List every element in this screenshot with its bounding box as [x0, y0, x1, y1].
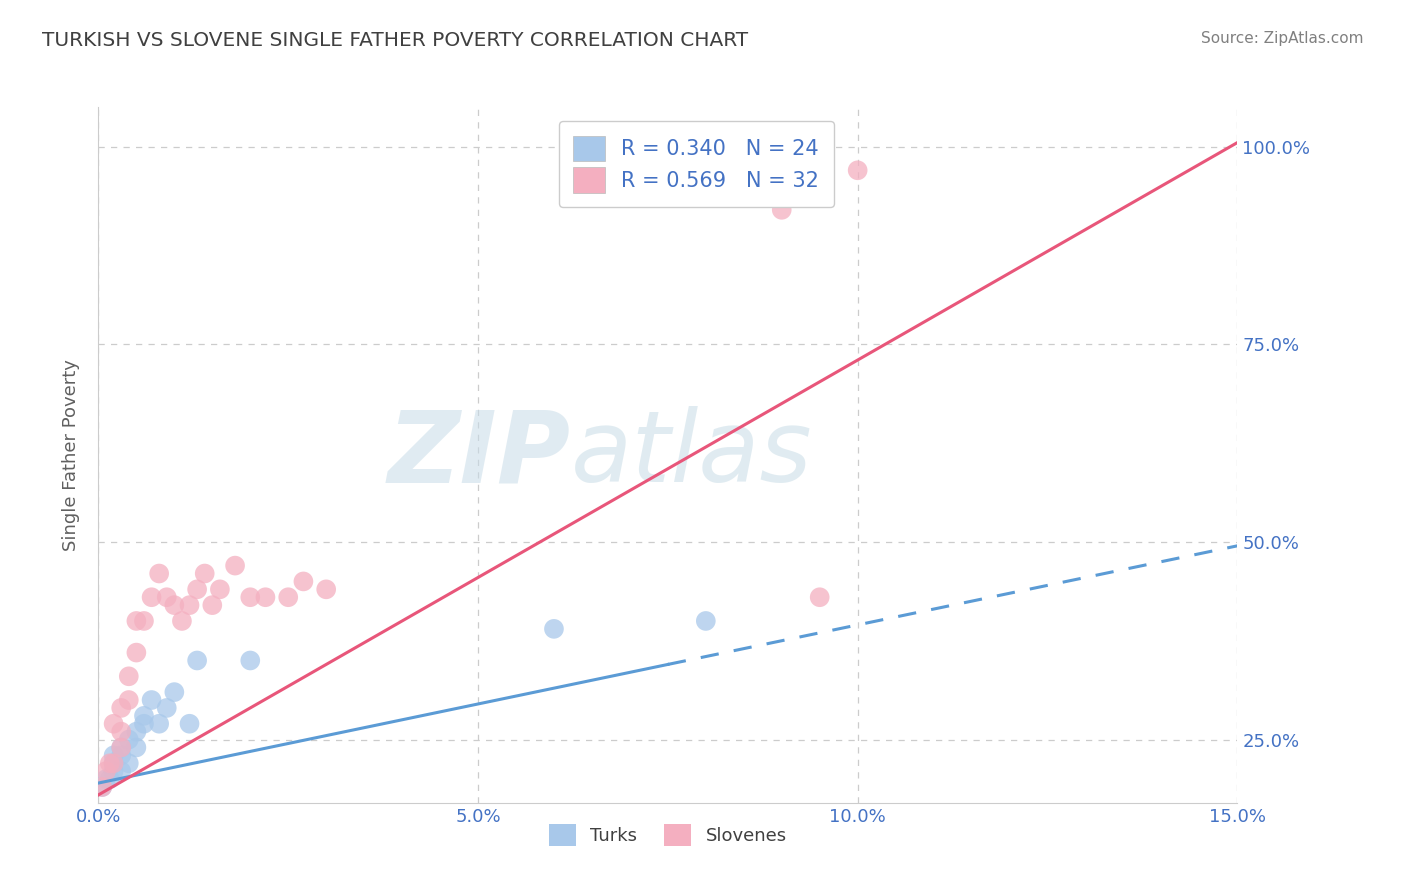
Point [186, 653, 208, 667]
Point [141, 693, 163, 707]
Point [695, 614, 717, 628]
Point [808, 591, 831, 605]
Point [118, 732, 141, 747]
Point [94, 772, 117, 786]
Point [239, 591, 262, 605]
Point [292, 574, 315, 589]
Point [239, 653, 262, 667]
Point [132, 708, 155, 723]
Point [103, 748, 125, 763]
Point [110, 724, 132, 739]
Point [163, 598, 186, 612]
Y-axis label: Single Father Poverty: Single Father Poverty [62, 359, 80, 551]
Point [110, 701, 132, 715]
Point [163, 685, 186, 699]
Point [156, 701, 179, 715]
Point [277, 591, 299, 605]
Point [125, 614, 148, 628]
Text: TURKISH VS SLOVENE SINGLE FATHER POVERTY CORRELATION CHART: TURKISH VS SLOVENE SINGLE FATHER POVERTY… [42, 31, 748, 50]
Point [110, 740, 132, 755]
Point [148, 566, 170, 581]
Point [91, 780, 114, 794]
Point [156, 591, 179, 605]
Text: ZIP: ZIP [388, 407, 571, 503]
Point [315, 582, 337, 597]
Point [186, 582, 208, 597]
Point [148, 716, 170, 731]
Point [118, 756, 141, 771]
Point [543, 622, 565, 636]
Point [846, 163, 869, 178]
Point [110, 764, 132, 779]
Point [254, 591, 277, 605]
Point [103, 764, 125, 779]
Point [132, 716, 155, 731]
Point [170, 614, 193, 628]
Point [179, 598, 201, 612]
Legend: Turks, Slovenes: Turks, Slovenes [538, 813, 797, 856]
Point [201, 598, 224, 612]
Point [110, 748, 132, 763]
Point [132, 614, 155, 628]
Point [103, 716, 125, 731]
Point [770, 202, 793, 217]
Point [125, 740, 148, 755]
Point [194, 566, 217, 581]
Point [98, 772, 121, 786]
Point [98, 756, 121, 771]
Point [141, 591, 163, 605]
Point [125, 646, 148, 660]
Point [94, 764, 117, 779]
Point [224, 558, 246, 573]
Point [125, 724, 148, 739]
Point [208, 582, 231, 597]
Point [118, 669, 141, 683]
Point [179, 716, 201, 731]
Text: Source: ZipAtlas.com: Source: ZipAtlas.com [1201, 31, 1364, 46]
Point [118, 693, 141, 707]
Text: atlas: atlas [571, 407, 813, 503]
Point [103, 756, 125, 771]
Point [110, 740, 132, 755]
Point [103, 756, 125, 771]
Point [91, 780, 114, 794]
